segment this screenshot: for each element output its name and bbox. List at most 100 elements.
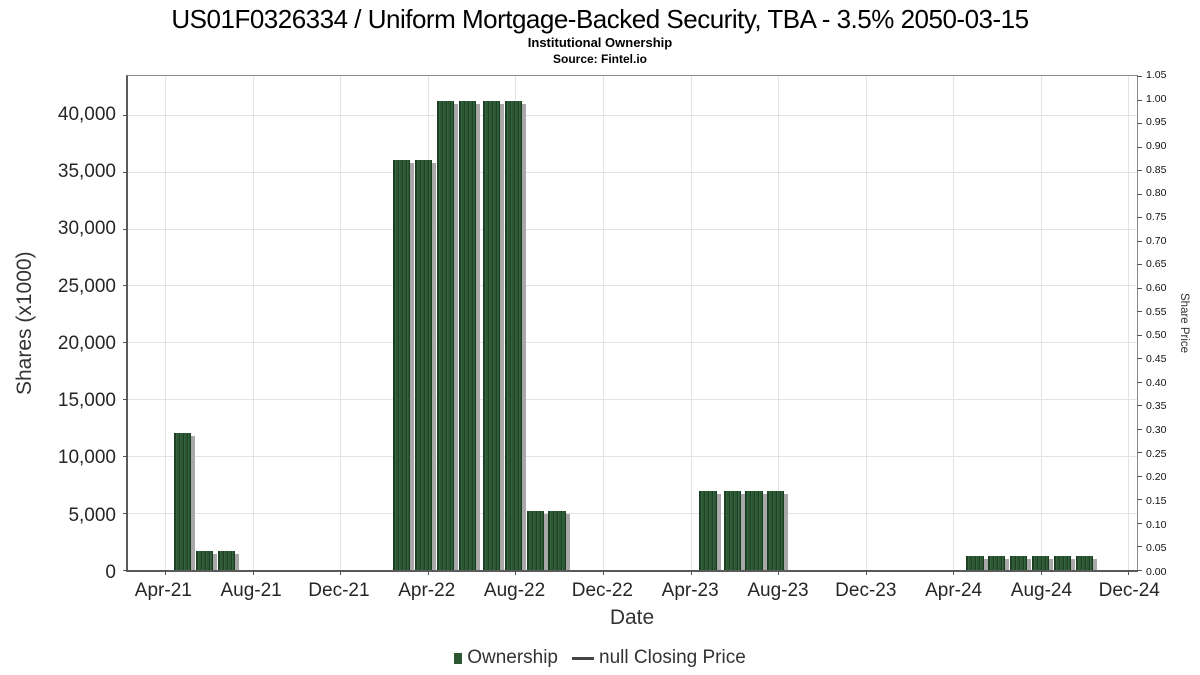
vertical-gridline <box>953 76 955 570</box>
right-axis-tick <box>1137 146 1142 148</box>
closing-price-line-icon <box>572 656 595 660</box>
ownership-bar <box>482 101 500 570</box>
x-tick-label: Dec-22 <box>571 580 633 601</box>
right-axis-title: Share Price <box>1178 293 1190 354</box>
y-tick-label-left: 40,000 <box>57 103 116 125</box>
bars-layer <box>128 76 1137 570</box>
right-axis-tick <box>1137 570 1142 571</box>
y-tick-label-right: 0.90 <box>1146 140 1167 152</box>
ownership-bar <box>458 101 476 570</box>
y-tick-label-right: 1.00 <box>1146 92 1167 105</box>
y-tick-label-right: 0.80 <box>1146 187 1167 200</box>
y-tick-label-left: 10,000 <box>57 447 116 469</box>
ownership-bar <box>1075 556 1093 570</box>
left-axis-tick <box>123 570 128 571</box>
ownership-bar <box>196 551 214 570</box>
ownership-bar <box>988 556 1006 570</box>
x-axis-tick <box>953 570 955 575</box>
legend-item-closing-price[interactable]: null Closing Price <box>572 647 746 669</box>
right-axis-tick <box>1137 76 1142 77</box>
ownership-square-icon <box>454 652 463 664</box>
y-tick-label-right: 0.15 <box>1146 495 1167 507</box>
x-axis-tick <box>1128 570 1130 575</box>
right-axis-tick <box>1137 287 1142 289</box>
ownership-bar <box>217 551 236 570</box>
vertical-gridline <box>778 76 780 570</box>
right-axis-tick <box>1137 381 1142 383</box>
left-axis-tick <box>123 456 128 458</box>
legend-label-ownership: Ownership <box>467 647 559 668</box>
y-tick-label-right: 0.05 <box>1146 542 1167 555</box>
left-axis-tick <box>123 228 128 230</box>
left-axis-tick <box>123 513 128 515</box>
right-axis-tick <box>1137 522 1142 524</box>
y-tick-label-left: 15,000 <box>57 390 116 412</box>
x-tick-label: Aug-22 <box>483 580 546 601</box>
y-tick-label-left: 30,000 <box>57 218 116 240</box>
ownership-bar <box>393 160 411 570</box>
chart-title: US01F0326334 / Uniform Mortgage-Backed S… <box>171 4 1029 34</box>
ownership-bar <box>436 101 454 570</box>
x-axis-tick <box>515 570 517 575</box>
right-axis-tick <box>1137 499 1142 501</box>
ownership-bar <box>414 160 432 570</box>
horizontal-gridline <box>128 342 1137 344</box>
right-axis-tick <box>1137 123 1142 125</box>
vertical-gridline <box>865 76 867 570</box>
y-tick-label-right: 0.10 <box>1146 518 1167 531</box>
legend: Ownership null Closing Price <box>0 645 1200 671</box>
ownership-bar <box>723 491 741 570</box>
vertical-gridline <box>1040 76 1042 570</box>
right-axis-tick <box>1137 217 1142 219</box>
right-axis-tick <box>1137 546 1142 548</box>
x-axis-tick <box>427 570 429 575</box>
vertical-gridline <box>252 76 254 570</box>
x-tick-label: Apr-23 <box>661 580 719 601</box>
plot-area <box>123 75 1142 575</box>
ownership-bar <box>966 556 984 570</box>
right-axis-tick <box>1137 170 1142 172</box>
x-axis-tick-labels: Apr-21 Aug-21 Dec-21 Apr-22 Aug-22 Dec-22 Apr-… <box>126 580 1160 602</box>
horizontal-gridline <box>128 456 1137 458</box>
ownership-bar <box>1054 556 1072 570</box>
horizontal-gridline <box>128 114 1137 116</box>
left-axis-tick <box>123 171 128 173</box>
right-axis-tick <box>1137 358 1142 360</box>
y-tick-label-left: 5,000 <box>68 504 116 526</box>
y-tick-label-left: 0 <box>105 562 116 583</box>
x-tick-label: Aug-21 <box>220 580 282 601</box>
horizontal-gridline <box>128 228 1137 230</box>
ownership-bar <box>548 510 566 570</box>
ownership-bar <box>526 510 544 570</box>
legend-item-ownership[interactable]: Ownership <box>454 647 558 669</box>
right-axis-tick <box>1137 405 1142 407</box>
left-axis-tick <box>123 399 128 401</box>
x-axis-tick <box>340 570 342 575</box>
y-tick-label-right: 0.50 <box>1146 329 1167 342</box>
left-axis-tick <box>123 114 128 116</box>
horizontal-gridline <box>128 285 1137 287</box>
ownership-bar <box>1010 556 1028 570</box>
y-tick-label-right: 0.60 <box>1146 282 1167 294</box>
y-tick-label-right: 0.35 <box>1146 400 1167 413</box>
left-axis-tick <box>123 342 128 344</box>
right-axis-tick <box>1137 452 1142 454</box>
left-axis-tick <box>123 285 128 287</box>
right-axis-tick <box>1137 99 1142 101</box>
vertical-gridline <box>340 76 342 570</box>
vertical-gridline <box>690 76 692 570</box>
x-tick-label: Apr-24 <box>925 580 983 601</box>
x-tick-label: Aug-23 <box>747 580 809 601</box>
vertical-gridline <box>1128 76 1130 570</box>
x-tick-label: Aug-24 <box>1010 580 1073 601</box>
x-tick-label: Apr-22 <box>398 580 456 601</box>
y-tick-label-left: 25,000 <box>57 275 116 297</box>
chart-subtitle: Institutional Ownership <box>527 35 673 50</box>
y-tick-label-right: 0.25 <box>1146 447 1167 460</box>
y-tick-label-left: 35,000 <box>57 161 116 183</box>
x-axis-title: Date <box>609 606 655 629</box>
x-axis-tick <box>165 570 167 575</box>
y-tick-label-right: 0.55 <box>1146 305 1167 318</box>
y-tick-label-right: 0.40 <box>1146 376 1167 389</box>
y-tick-label-right: 0.75 <box>1146 211 1167 223</box>
